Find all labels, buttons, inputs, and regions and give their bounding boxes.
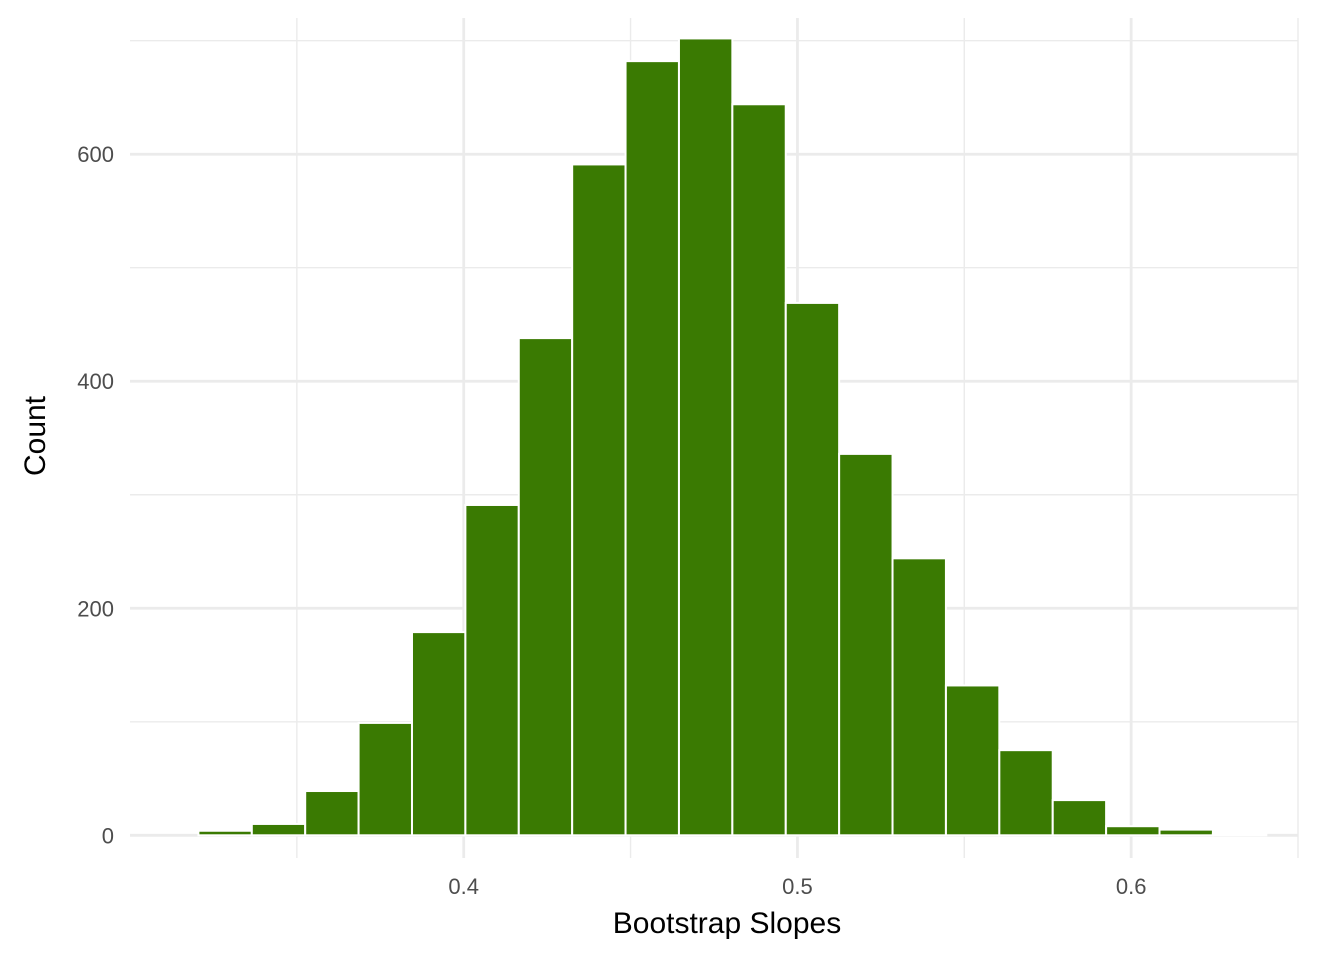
histogram-bar (944, 684, 1001, 837)
histogram-bar (891, 557, 947, 837)
y-axis-title: Count (19, 395, 52, 476)
histogram-bar (838, 452, 894, 837)
histogram-bar (410, 631, 467, 837)
x-axis-tick-labels: 0.4 0.5 0.6 (448, 874, 1146, 899)
histogram-bar (517, 337, 574, 837)
histogram-bar (998, 749, 1054, 837)
x-tick-label: 0.6 (1116, 874, 1147, 899)
histogram-bar (624, 60, 680, 837)
histogram-bar (464, 503, 520, 837)
histogram-bar (250, 822, 307, 837)
y-tick-label: 600 (77, 142, 114, 167)
histogram-bar (1105, 825, 1161, 837)
histogram-bar (731, 103, 787, 837)
y-tick-label: 0 (102, 823, 114, 848)
x-tick-label: 0.4 (448, 874, 479, 899)
y-tick-label: 200 (77, 596, 114, 621)
histogram-bars (197, 37, 1268, 837)
histogram-bar (1158, 828, 1214, 837)
x-axis-title: Bootstrap Slopes (613, 907, 841, 940)
histogram-bar (197, 829, 253, 837)
histogram-bar (1051, 799, 1108, 837)
histogram-bar (784, 301, 841, 837)
y-tick-label: 400 (77, 369, 114, 394)
histogram-bar (571, 163, 627, 837)
histogram-bar (357, 721, 413, 837)
y-axis-tick-labels: 0 200 400 600 (77, 142, 114, 848)
histogram-bar (677, 37, 734, 837)
histogram-bar (1211, 833, 1268, 837)
histogram-bar (304, 790, 360, 837)
x-tick-label: 0.5 (782, 874, 813, 899)
